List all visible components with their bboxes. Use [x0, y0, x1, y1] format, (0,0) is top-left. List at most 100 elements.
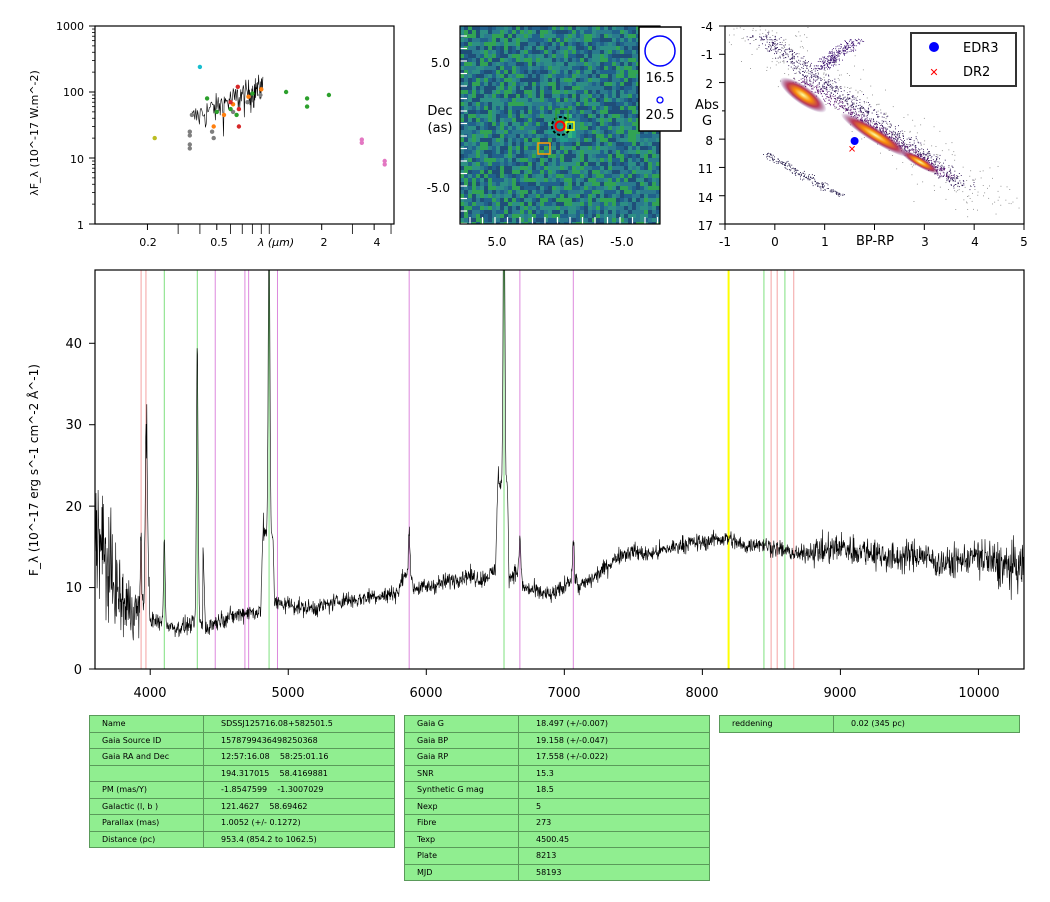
cutout-pixel [568, 202, 572, 206]
hrd-density-point [760, 36, 762, 38]
hrd-density-point [844, 53, 845, 55]
cutout-pixel [656, 138, 660, 142]
cutout-pixel [520, 34, 524, 38]
cutout-pixel [636, 50, 640, 54]
hrd-density-point [837, 54, 839, 56]
cutout-pixel [504, 90, 508, 94]
hrd-density-point [752, 37, 754, 38]
cutout-pixel [656, 214, 660, 218]
cutout-target-circle [551, 116, 571, 136]
cutout-pixel [616, 202, 620, 206]
hrd-density-point [769, 50, 771, 52]
hrd-density-point [824, 189, 826, 190]
hrd-density-point [829, 103, 830, 104]
hrd-density-point [938, 161, 940, 163]
hrd-density-point [774, 156, 775, 158]
cutout-pixel [472, 114, 476, 118]
cutout-pixel [600, 210, 604, 214]
cutout-pixel [496, 82, 500, 86]
cutout-pixel [624, 90, 628, 94]
cutout-pixel [604, 102, 608, 106]
cutout-pixel [496, 26, 500, 30]
hrd-density-point [782, 55, 784, 57]
cutout-pixel [556, 198, 560, 202]
cutout-pixel [508, 58, 512, 62]
hrd-density-point [805, 81, 807, 83]
hrd-density-point [774, 43, 775, 45]
hrd-density-point [877, 114, 879, 116]
hrd-density-point [840, 98, 842, 100]
hrd-density-point [772, 35, 774, 36]
cutout-pixel [620, 178, 624, 182]
hrd-density-point [929, 151, 930, 153]
hrd-density-point [843, 50, 845, 51]
cutout-pixel [500, 174, 504, 178]
cutout-pixel [504, 222, 508, 224]
hrd-density-point [897, 138, 898, 140]
hrd-density-point [836, 86, 838, 87]
cutout-pixel [588, 198, 592, 202]
cutout-pixel [608, 190, 612, 194]
cutout-pixel [632, 150, 636, 154]
hrd-density-point [831, 60, 833, 61]
cutout-pixel [620, 182, 624, 186]
cutout-pixel [504, 98, 508, 102]
cutout-pixel [484, 114, 488, 118]
cutout-pixel [608, 154, 612, 158]
hrd-density-point [832, 61, 834, 63]
hrd-density-point [810, 84, 812, 86]
cutout-pixel [612, 130, 616, 134]
cutout-pixel [628, 114, 632, 118]
sed-panel: 1000 100 10 1 0.2 0.5 2 4 λ (μm) λF_λ (1… [28, 20, 395, 249]
hrd-density-point [862, 69, 864, 71]
hrd-density-point [867, 102, 869, 103]
hrd-density-point [835, 59, 836, 61]
hrd-density-point [791, 172, 793, 174]
hrd-density-point [781, 163, 783, 164]
cutout-pixel [556, 134, 560, 138]
cutout-pixel [488, 54, 492, 58]
hrd-density-point [848, 47, 850, 48]
cutout-pixel [576, 34, 580, 38]
hrd-density-point [828, 63, 830, 65]
hrd-density-point [943, 169, 945, 170]
hrd-density-point [798, 53, 800, 55]
cutout-pixel [616, 78, 620, 82]
cutout-pixel [548, 130, 552, 134]
hrd-density-point [858, 114, 859, 116]
cutout-pixel [572, 86, 576, 90]
cutout-pixel [636, 118, 640, 122]
hrd-density-point [744, 40, 746, 42]
hrd-density-point [943, 176, 944, 177]
cutout-pixel [568, 62, 572, 66]
cutout-pixel [596, 86, 600, 90]
cutout-pixel [536, 118, 540, 122]
hrd-density-point [860, 107, 862, 109]
cutout-pixel [616, 58, 620, 62]
cutout-pixel [480, 122, 484, 126]
hrd-density-point [834, 61, 836, 62]
cutout-pixel [480, 194, 484, 198]
hrd-density-point [770, 49, 772, 50]
cutout-pixel [460, 202, 464, 206]
cutout-pixel [556, 130, 560, 134]
cutout-pixel [576, 178, 580, 182]
hrd-density-point [803, 82, 805, 83]
hrd-density-point [792, 68, 794, 70]
hrd-density-point [840, 100, 842, 102]
hrd-density-point [1010, 203, 1012, 205]
cutout-pixel [644, 166, 648, 170]
hrd-density-point [826, 183, 828, 184]
cutout-pixel [528, 70, 532, 74]
cutout-pixel [488, 34, 492, 38]
cutout-pixel [484, 26, 488, 30]
cutout-pixel [464, 174, 468, 178]
hrd-density-point [843, 51, 845, 52]
hrd-density-point [728, 41, 730, 43]
hrd-density-point [833, 56, 835, 58]
spec-ytick-20: 20 [65, 500, 82, 515]
cutout-pixel [612, 202, 616, 206]
cutout-pixel [644, 194, 648, 198]
cutout-pixel [640, 218, 644, 222]
hrd-ytick-2: 2 [705, 77, 713, 91]
